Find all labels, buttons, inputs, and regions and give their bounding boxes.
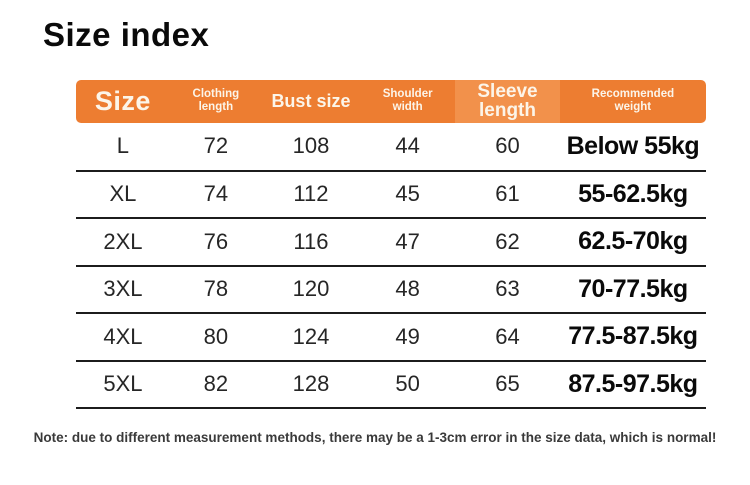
cell-bust-size: 108 (292, 133, 330, 159)
cell-sleeve-length: 65 (495, 371, 520, 397)
cell-sleeve-length: 60 (495, 133, 520, 159)
column-header-shoulder-width: Shoulder width (360, 80, 456, 123)
cell-size: 5XL (103, 371, 143, 397)
size-table: Size Clothing length Bust size Shoulder wid… (76, 80, 706, 409)
table-row-2xl: 2XL 76 116 47 62 62.5-70kg (76, 218, 706, 266)
cell-clothing-length: 72 (203, 133, 229, 159)
cell-bust-size: 112 (293, 181, 329, 207)
table-row-xl: XL 74 112 45 61 55-62.5kg (76, 171, 706, 218)
column-header-label: Recommended weight (591, 88, 675, 113)
column-header-label: Shoulder width (382, 88, 433, 113)
cell-recommended-weight: 70-77.5kg (578, 274, 688, 303)
cell-size: 2XL (103, 228, 143, 254)
cell-recommended-weight: 55-62.5kg (578, 179, 688, 208)
cell-shoulder-width: 50 (395, 371, 420, 397)
measurement-note: Note: due to different measurement metho… (33, 430, 717, 445)
cell-sleeve-length: 63 (495, 276, 520, 302)
cell-recommended-weight: 77.5-87.5kg (568, 322, 698, 351)
cell-shoulder-width: 48 (395, 276, 420, 302)
cell-clothing-length: 78 (203, 276, 229, 302)
table-row-5xl: 5XL 82 128 50 65 87.5-97.5kg (76, 361, 706, 408)
cell-shoulder-width: 47 (395, 228, 420, 254)
column-header-bust-size: Bust size (261, 80, 361, 123)
cell-bust-size: 128 (292, 371, 330, 397)
column-header-label: Bust size (271, 91, 351, 111)
table-row-4xl: 4XL 80 124 49 64 77.5-87.5kg (76, 313, 706, 361)
column-header-size: Size (76, 80, 170, 123)
cell-size: XL (109, 181, 137, 207)
column-header-clothing-length: Clothing length (169, 80, 262, 123)
cell-recommended-weight: 87.5-97.5kg (568, 369, 698, 398)
table-row-l: L 72 108 44 60 Below 55kg (76, 123, 706, 171)
size-table-body: L 72 108 44 60 Below 55kg XL 74 112 45 61 55-62.5kg… (76, 123, 706, 408)
cell-bust-size: 120 (292, 276, 330, 302)
cell-sleeve-length: 61 (495, 181, 520, 207)
page-title: Size index (43, 16, 210, 53)
cell-sleeve-length: 64 (495, 323, 520, 349)
cell-size: 3XL (103, 276, 143, 302)
cell-clothing-length: 80 (203, 323, 229, 349)
cell-bust-size: 116 (293, 228, 329, 254)
size-table-container: Size Clothing length Bust size Shoulder wid… (76, 80, 706, 409)
size-table-header: Size Clothing length Bust size Shoulder wid… (76, 80, 706, 123)
column-header-recommended-weight: Recommended weight (559, 80, 706, 123)
header-row: Size Clothing length Bust size Shoulder wid… (76, 80, 706, 123)
cell-recommended-weight: Below 55kg (566, 131, 700, 160)
column-header-label: Size (94, 86, 151, 116)
cell-clothing-length: 74 (203, 181, 229, 207)
column-header-label: Clothing length (192, 88, 240, 113)
cell-size: 4XL (103, 323, 143, 349)
cell-shoulder-width: 44 (395, 133, 420, 159)
column-header-sleeve-length: Sleeve length (455, 80, 560, 123)
cell-size: L (116, 133, 130, 159)
cell-clothing-length: 82 (203, 371, 229, 397)
cell-sleeve-length: 62 (495, 228, 520, 254)
column-header-label: Sleeve length (477, 80, 538, 122)
cell-recommended-weight: 62.5-70kg (578, 227, 688, 256)
cell-clothing-length: 76 (203, 228, 229, 254)
cell-shoulder-width: 49 (395, 323, 420, 349)
cell-shoulder-width: 45 (395, 181, 420, 207)
table-row-3xl: 3XL 78 120 48 63 70-77.5kg (76, 266, 706, 313)
cell-bust-size: 124 (292, 323, 330, 349)
